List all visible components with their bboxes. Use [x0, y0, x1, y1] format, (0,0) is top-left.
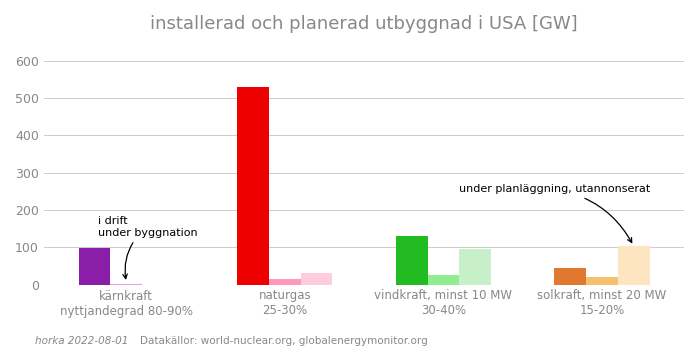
Bar [459, 249, 491, 285]
Bar [554, 268, 586, 285]
Bar [111, 284, 142, 285]
Bar [586, 277, 618, 285]
Bar [269, 279, 301, 285]
Title: installerad och planerad utbyggnad i USA [GW]: installerad och planerad utbyggnad i USA… [150, 15, 578, 33]
Bar [78, 248, 111, 285]
Text: horka 2022-08-01: horka 2022-08-01 [35, 336, 128, 346]
Bar [396, 236, 428, 285]
Text: under planläggning, utannonserat: under planläggning, utannonserat [459, 184, 650, 243]
Bar [301, 273, 332, 285]
Bar [428, 275, 459, 285]
Text: Datakällor: world-nuclear.org, globalenergymonitor.org: Datakällor: world-nuclear.org, globalene… [140, 336, 428, 346]
Text: i drift
under byggnation: i drift under byggnation [98, 216, 197, 279]
Bar [618, 246, 650, 285]
Bar [237, 87, 269, 285]
